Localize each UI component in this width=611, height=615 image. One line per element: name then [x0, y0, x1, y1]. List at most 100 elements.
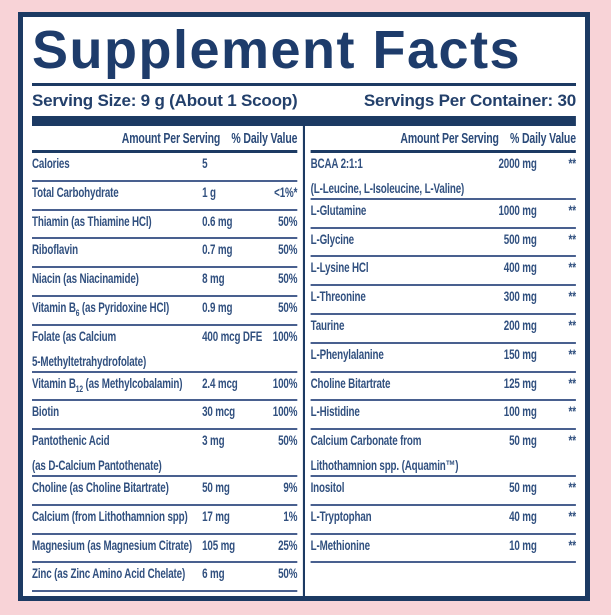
daily-value-percent: 100%	[272, 374, 298, 391]
facts-table: Amount Per Serving % Daily Value Calorie…	[32, 116, 576, 596]
ingredient-name: Calories	[32, 155, 70, 171]
table-row: Inositol 50 mg **	[310, 477, 576, 506]
daily-value-percent: <1%*	[274, 183, 298, 200]
ingredient-name: Niacin (as Niacinamide)	[32, 270, 139, 287]
table-row: Total Carbohydrate 1 g <1%*	[32, 182, 297, 211]
amount-per-serving-value: 40 mg	[509, 507, 537, 524]
daily-value-percent: **	[568, 288, 576, 305]
amount-per-serving-value: 125 mg	[503, 374, 537, 391]
amount-per-serving-value: 0.7 mg	[202, 241, 233, 258]
serving-size-text: Serving Size: 9 g (About 1 Scoop)	[32, 91, 298, 110]
ingredient-name: L-Glycine	[310, 230, 355, 247]
amount-per-serving-value: 200 mg	[202, 593, 264, 596]
daily-value-percent: 50%	[278, 298, 298, 315]
daily-value-percent: 1%	[283, 507, 298, 524]
ingredient-name: L-Phenylalanine	[310, 345, 384, 362]
daily-value-percent: 50%	[278, 270, 298, 287]
ingredient-name: Taurine	[310, 316, 345, 333]
amount-per-serving-value: 8 mg	[202, 270, 225, 287]
amount-per-serving-value: 0.6 mg	[202, 212, 233, 229]
ingredient-name: L-Threonine	[310, 288, 366, 305]
daily-value-percent: **	[568, 230, 576, 247]
ingredient-name: L-Histidine	[310, 403, 360, 420]
daily-value-percent: 50%	[278, 565, 298, 582]
amount-per-serving-value: 17 mg	[202, 507, 230, 524]
daily-value-header: % Daily Value	[231, 130, 298, 147]
table-row: L-Threonine 300 mg **	[310, 286, 576, 315]
daily-value-percent: **	[568, 155, 576, 171]
table-row: Choline Bitartrate 125 mg **	[310, 373, 576, 402]
amount-per-serving-value: 50 mg	[509, 432, 537, 449]
table-row: Calcium Carbonate from Lithothamnion spp.…	[310, 430, 576, 477]
serving-info-row: Serving Size: 9 g (About 1 Scoop) Servin…	[32, 86, 576, 116]
table-row: L-Tryptophan 40 mg **	[310, 506, 576, 535]
amount-per-serving-value: 200 mg	[503, 316, 537, 333]
divider-bar-top	[32, 116, 576, 126]
ingredient-name: Zinc (as Zinc Amino Acid Chelate)	[32, 565, 186, 582]
ingredient-name: Magnesium (as Magnesium Citrate)	[32, 536, 192, 553]
ingredient-name: Choline Bitartrate	[310, 374, 391, 391]
amount-per-serving-value: 400 mg	[503, 259, 537, 276]
amount-per-serving-value: 30 mcg	[202, 403, 236, 420]
amount-per-serving-header: Amount Per Serving	[121, 130, 221, 147]
table-row: L-Glutamine 1000 mg **	[310, 200, 576, 229]
daily-value-percent: **	[568, 316, 576, 333]
daily-value-percent: 25%	[278, 536, 298, 553]
amount-per-serving-header: Amount Per Serving	[400, 130, 499, 147]
table-row: Vitamin B12 (as Methylcobalamin) 2.4 mcg…	[32, 373, 297, 402]
daily-value-percent: **	[568, 478, 576, 495]
facts-columns: Amount Per Serving % Daily Value Calorie…	[32, 126, 576, 596]
ingredient-name: Pantothenic Acid (as D-Calcium Pantothena…	[32, 432, 162, 473]
daily-value-percent: **	[568, 259, 576, 276]
amount-per-serving-value: 6 mg	[202, 565, 225, 582]
daily-value-header: % Daily Value	[510, 130, 576, 147]
table-row: Taurine 200 mg **	[310, 315, 576, 344]
daily-value-percent: 100%	[272, 403, 298, 420]
daily-value-percent: **	[568, 345, 576, 362]
ingredient-name: Vitamin B6 (as Pyridoxine HCl)	[32, 298, 170, 319]
table-row: Calories 5	[32, 153, 298, 182]
supplement-facts-panel: Supplement Facts Serving Size: 9 g (Abou…	[18, 12, 590, 601]
supplement-facts-title: Supplement Facts	[32, 22, 576, 86]
facts-column-left: Amount Per Serving % Daily Value Calorie…	[32, 126, 303, 596]
amount-per-serving-value: 1 g	[202, 183, 216, 200]
table-row: BCAA 2:1:1 (L-Leucine, L-Isoleucine, L-Va…	[310, 153, 576, 200]
ingredient-name: Vitamin B12 (as Methylcobalamin)	[32, 374, 183, 395]
column-header-right: Amount Per Serving % Daily Value	[310, 126, 576, 153]
amount-per-serving-value: 50 mg	[202, 478, 230, 495]
amount-per-serving-value: 3 mg	[202, 432, 225, 449]
daily-value-percent: **	[568, 507, 576, 524]
amount-per-serving-value: 50 mg	[509, 478, 537, 495]
ingredient-name: Thiamin (as Thiamine HCl)	[32, 212, 152, 229]
amount-per-serving-value: 5	[202, 155, 208, 171]
daily-value-percent: **	[568, 403, 576, 420]
ingredient-name: L-Methionine	[310, 536, 370, 553]
amount-per-serving-value: 100 mg	[503, 403, 537, 420]
ingredient-name: Biotin	[32, 403, 59, 420]
daily-value-percent: 50%	[278, 432, 298, 449]
table-row: Folate (as Calcium 5-Methyltetrahydrofola…	[32, 326, 297, 373]
daily-value-percent: 9%	[283, 478, 298, 495]
table-row: Calcium (from Lithothamnion spp) 17 mg 1…	[32, 506, 297, 535]
table-row: Pantothenic Acid (as D-Calcium Pantothena…	[32, 430, 297, 477]
amount-per-serving-value: 10 mg	[509, 536, 537, 553]
table-row: Sodium (as Himalayan Rock Salt) 200 mg 9…	[32, 592, 297, 596]
table-row: Thiamin (as Thiamine HCl) 0.6 mg 50%	[32, 211, 297, 240]
ingredient-name: Total Carbohydrate	[32, 183, 119, 200]
servings-per-container-text: Servings Per Container: 30	[363, 91, 576, 110]
amount-per-serving-value: 400 mcg DFE	[202, 327, 263, 344]
ingredient-name: Sodium (as Himalayan Rock Salt)	[32, 593, 202, 596]
table-row: Riboflavin 0.7 mg 50%	[32, 239, 297, 269]
table-row: Niacin (as Niacinamide) 8 mg 50%	[32, 268, 297, 297]
amount-per-serving-value: 105 mg	[202, 536, 236, 553]
table-row: L-Lysine HCl 400 mg **	[310, 257, 576, 287]
ingredient-name: Choline (as Choline Bitartrate)	[32, 478, 169, 495]
daily-value-percent: **	[568, 374, 576, 391]
table-row: L-Glycine 500 mg **	[310, 229, 576, 258]
daily-value-percent: 9%	[264, 593, 297, 596]
table-row: Zinc (as Zinc Amino Acid Chelate) 6 mg 5…	[32, 563, 298, 593]
ingredient-name: Calcium (from Lithothamnion spp)	[32, 507, 188, 524]
table-row: L-Phenylalanine 150 mg **	[310, 344, 576, 373]
table-row: Vitamin B6 (as Pyridoxine HCl) 0.9 mg 50…	[32, 297, 297, 326]
daily-value-percent: **	[568, 201, 576, 218]
